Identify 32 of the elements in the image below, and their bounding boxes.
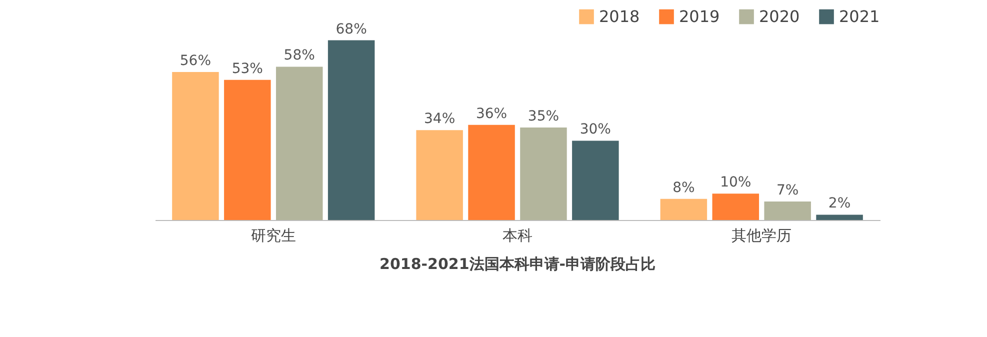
data-label: 7% — [776, 182, 799, 198]
legend-label: 2019 — [679, 6, 720, 26]
text: 2018-2021法国本科申请-申请阶段占比 — [380, 255, 656, 273]
data-label: 56% — [180, 53, 212, 69]
legend-label: 2018 — [599, 6, 640, 26]
x-tick-label: 其他学历 — [732, 226, 792, 244]
bar — [660, 198, 708, 220]
bar — [572, 140, 619, 220]
data-label: 34% — [424, 111, 456, 128]
bar — [276, 66, 323, 220]
bar — [520, 128, 567, 220]
data-label: 36% — [476, 106, 508, 122]
data-label: 30% — [580, 122, 611, 138]
x-tick-label: 研究生 — [250, 226, 296, 244]
bar — [764, 202, 811, 220]
data-label: 35% — [528, 108, 560, 124]
bar — [224, 80, 271, 220]
data-label: 8% — [672, 180, 695, 196]
data-label: 68% — [336, 21, 367, 38]
data-label: 2% — [828, 196, 851, 212]
bar — [416, 130, 463, 220]
x-tick-label: 本科 — [502, 226, 532, 244]
legend-label: 2020 — [759, 6, 800, 26]
data-label: 53% — [232, 60, 263, 77]
data-label: 10% — [720, 174, 752, 191]
bar — [328, 40, 375, 220]
bar — [468, 124, 515, 220]
legend-label: 2021 — [839, 6, 880, 26]
data-label: 58% — [284, 48, 315, 64]
bar — [172, 72, 219, 220]
bar — [712, 194, 760, 220]
bar — [816, 214, 863, 220]
